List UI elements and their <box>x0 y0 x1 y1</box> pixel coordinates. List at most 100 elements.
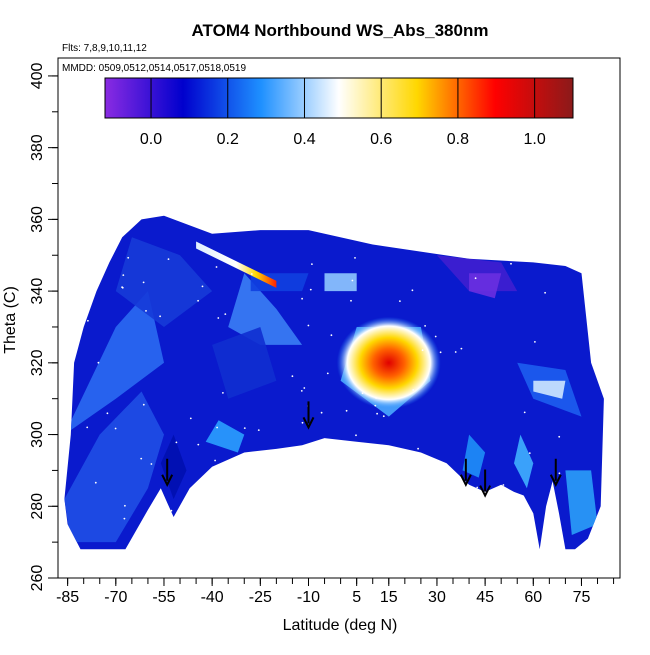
sample-point <box>307 324 310 327</box>
x-tick-label: 30 <box>428 589 446 606</box>
sample-point <box>550 262 553 265</box>
field-patch <box>64 391 164 543</box>
y-tick-label: 340 <box>29 278 46 305</box>
sample-point <box>216 426 219 429</box>
x-tick-label: -40 <box>201 589 224 606</box>
sample-point <box>257 429 260 431</box>
sample-point <box>301 421 304 424</box>
y-axis: 260 280 300 320 340 360 380 400 <box>29 62 58 591</box>
y-tick-label: 320 <box>29 349 46 376</box>
sample-point <box>393 500 396 502</box>
x-tick-label: -10 <box>297 589 320 606</box>
x-tick-label: 45 <box>476 589 494 606</box>
sample-point <box>421 349 424 352</box>
sample-point <box>558 435 561 438</box>
sample-point <box>309 288 312 291</box>
sample-point <box>476 486 479 489</box>
sample-point <box>164 523 167 525</box>
y-tick-label: 300 <box>29 421 46 448</box>
sample-point <box>439 351 442 354</box>
tropopause-arrow <box>459 458 472 487</box>
sample-point <box>528 452 531 454</box>
sample-point <box>354 257 356 259</box>
field-patch <box>324 273 357 292</box>
sample-point <box>121 286 123 289</box>
sample-point <box>124 504 126 507</box>
upper-streak <box>196 241 277 288</box>
sample-point <box>142 281 145 284</box>
sample-point <box>410 502 412 505</box>
sample-point <box>328 509 331 512</box>
tropopause-arrow <box>302 401 315 430</box>
sample-point <box>382 415 385 418</box>
tropopause-arrow <box>161 458 174 487</box>
sample-point <box>243 427 246 429</box>
colorbar-tick-label: 0.2 <box>217 131 239 148</box>
sample-point <box>114 427 117 430</box>
sample-point <box>145 310 147 312</box>
x-axis-label: Latitude (deg N) <box>283 617 398 634</box>
x-tick-label: 15 <box>380 589 398 606</box>
tropopause-arrow <box>479 469 492 498</box>
y-tick-label: 380 <box>29 134 46 161</box>
sample-point <box>215 266 218 268</box>
sample-point <box>544 291 546 294</box>
field-patch <box>533 380 566 399</box>
x-tick-label: -55 <box>152 589 175 606</box>
sample-point <box>214 459 217 462</box>
colorbar-tick-label: 1.0 <box>524 131 546 148</box>
colorbar-tick-label: 0.0 <box>140 131 162 148</box>
y-tick-label: 260 <box>29 565 46 592</box>
x-tick-label: -70 <box>104 589 127 606</box>
sample-point <box>454 351 457 353</box>
sample-point <box>197 299 200 302</box>
sample-point <box>376 412 378 415</box>
sample-point <box>534 341 536 343</box>
x-tick-label: -85 <box>56 589 79 606</box>
sample-point <box>311 263 313 265</box>
field-patch <box>205 420 245 453</box>
sample-point <box>358 516 361 519</box>
y-tick-label: 400 <box>29 62 46 89</box>
sample-point <box>303 387 306 389</box>
sample-point <box>434 335 437 338</box>
plot-frame <box>57 57 621 579</box>
field-patch <box>115 237 213 327</box>
x-tick-label: -25 <box>249 589 272 606</box>
sample-point <box>97 361 100 364</box>
sample-point <box>87 319 89 322</box>
sample-point <box>502 484 505 486</box>
sample-point <box>304 460 307 463</box>
sample-point <box>175 441 178 444</box>
sample-point <box>326 372 329 375</box>
sample-point <box>523 411 526 414</box>
field-patch <box>462 434 486 478</box>
y-tick-label: 280 <box>29 493 46 520</box>
field-patch <box>228 273 303 345</box>
max-value-region <box>336 316 441 409</box>
field-patch <box>514 434 534 489</box>
sample-point <box>222 392 224 394</box>
sample-point <box>142 403 145 406</box>
sample-point <box>300 390 303 392</box>
sample-point <box>250 273 253 275</box>
sample-point <box>331 460 333 462</box>
sample-point <box>189 417 192 420</box>
sample-point <box>86 426 89 429</box>
flights-line: Flts: 7,8,9,10,11,12 <box>62 43 147 54</box>
sample-point <box>374 404 377 407</box>
sample-point <box>170 509 173 512</box>
sample-point <box>197 443 200 446</box>
sample-point <box>150 463 153 465</box>
sample-point <box>411 289 414 292</box>
sample-point <box>417 447 419 450</box>
sample-point <box>106 412 109 415</box>
field-patch <box>160 434 187 500</box>
field-patch <box>64 291 164 435</box>
sample-point <box>217 317 220 319</box>
chart-title: ATOM4 Northbound WS_Abs_380nm <box>192 21 489 40</box>
x-tick-label: 75 <box>573 589 591 606</box>
sample-point <box>460 347 463 350</box>
sample-point <box>127 256 130 259</box>
